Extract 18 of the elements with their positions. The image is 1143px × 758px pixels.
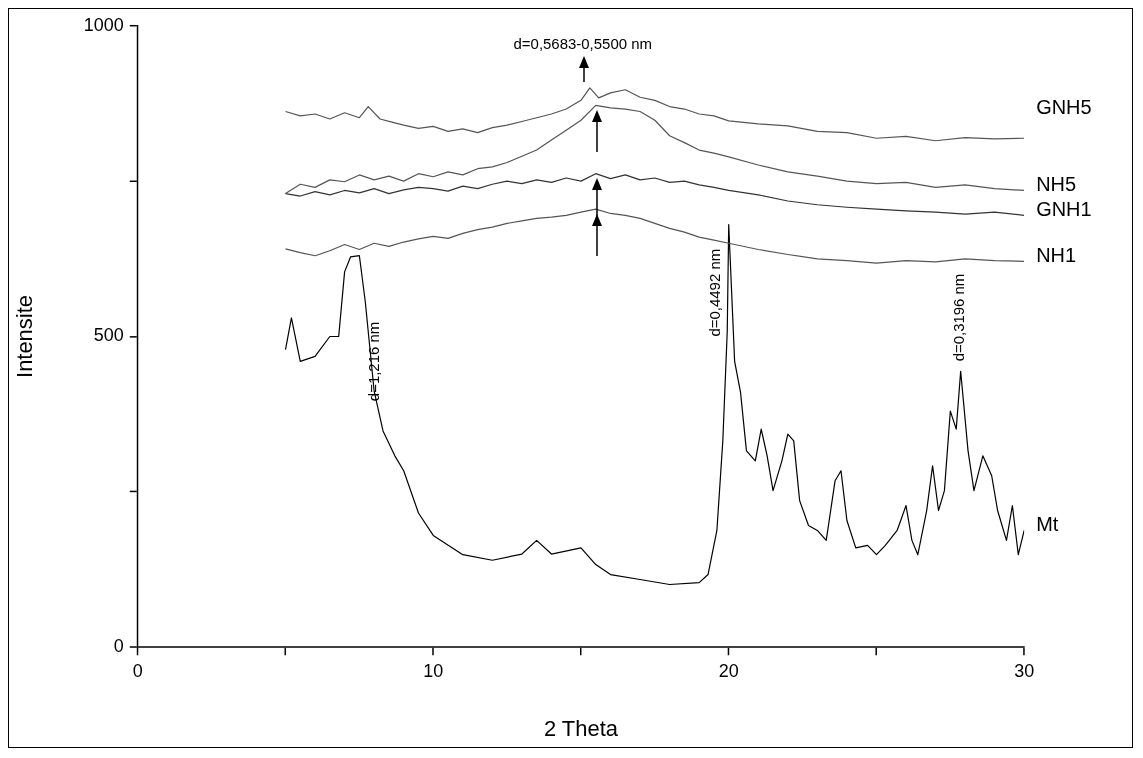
- series-label: GNH5: [1036, 95, 1092, 118]
- annotation: d=0,5683-0,5500 nm: [513, 34, 653, 52]
- annotation: d=0,4492 nm: [705, 248, 723, 337]
- y-tick-label: 1000: [83, 14, 124, 35]
- series-label: NH1: [1036, 243, 1077, 266]
- y-axis-title: Intensite: [12, 295, 38, 378]
- y-tick-label: 0: [113, 636, 124, 657]
- x-axis-title: 2 Theta: [543, 715, 619, 741]
- series-label: GNH1: [1036, 197, 1092, 220]
- x-tick-label: 0: [132, 660, 143, 681]
- y-tick-label: 500: [93, 325, 124, 346]
- x-tick-label: 10: [423, 660, 444, 681]
- series-label: Mt: [1036, 512, 1059, 535]
- annotation: d=1,216 nm: [365, 321, 383, 402]
- x-tick-label: 20: [718, 660, 739, 681]
- annotation: d=0,3196 nm: [949, 273, 967, 362]
- series-label: NH5: [1036, 172, 1077, 195]
- x-tick-label: 30: [1014, 660, 1035, 681]
